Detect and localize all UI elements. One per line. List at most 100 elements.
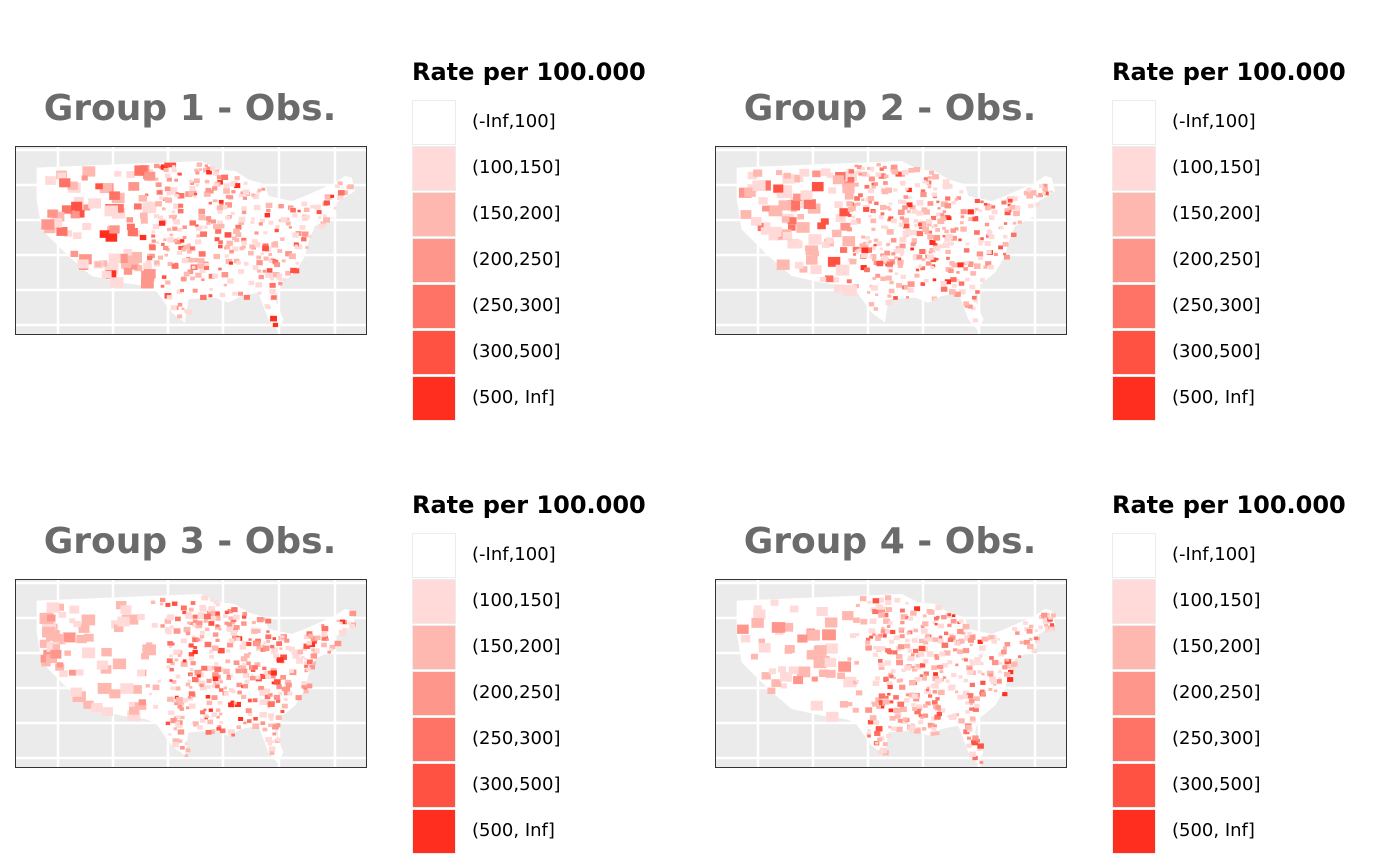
county-region [293,242,299,247]
county-region [270,670,277,676]
county-region [252,723,260,729]
county-region [94,261,102,268]
county-region [262,666,267,671]
county-region [256,190,260,194]
county-region [117,616,130,627]
county-region [903,285,908,289]
county-region [968,261,974,266]
county-region [280,217,288,223]
county-region [205,216,212,221]
county-region [192,614,198,619]
county-region [932,621,937,624]
county-region [176,194,180,198]
county-region [97,682,112,694]
county-region [976,251,984,257]
county-region [919,221,927,227]
county-region [922,180,926,184]
county-region [273,653,279,659]
county-region [977,639,983,644]
county-region [1029,190,1037,196]
county-region [160,624,165,628]
county-region [868,302,875,307]
county-region [866,732,872,737]
county-region [281,687,287,691]
county-region [211,729,216,733]
county-region [99,183,112,194]
county-region [781,216,790,223]
county-region [264,213,271,218]
county-region [1008,665,1016,671]
county-region [1007,665,1011,668]
county-region [768,668,777,675]
county-region [259,218,265,223]
county-region [880,204,887,210]
county-region [870,218,877,224]
county-region [931,665,938,670]
county-region [958,675,963,679]
county-region [223,188,230,194]
legend-label: (150,200] [1172,636,1261,657]
county-region [140,218,148,224]
county-region [903,195,908,199]
county-region [873,182,878,186]
legend-label: (300,500] [1172,341,1261,362]
county-region [903,717,908,721]
county-region [891,252,896,256]
county-region [853,680,858,685]
county-region [842,236,856,247]
county-region [819,277,827,282]
county-region [125,614,139,625]
county-region [932,683,939,689]
county-region [205,695,211,699]
county-region [266,630,270,633]
county-region [891,169,899,175]
county-region [262,645,270,652]
county-region [908,616,914,621]
county-region [203,713,208,718]
county-region [73,232,82,239]
county-region [927,185,932,189]
county-region [853,182,859,187]
county-region [868,176,875,182]
county-region [813,645,827,656]
county-region [217,700,223,705]
legend-key [412,717,456,762]
county-region [967,727,973,733]
county-region [974,198,980,203]
county-region [263,256,269,261]
county-region [176,723,183,729]
county-region [104,205,118,217]
county-region [242,611,248,616]
county-region [256,260,263,266]
county-region [900,182,906,186]
county-region [1010,232,1017,237]
county-region [924,688,931,694]
county-region [926,688,929,692]
county-region [906,296,909,299]
county-region [52,211,65,222]
county-region [257,291,262,295]
county-region [1005,658,1010,662]
county-region [264,694,271,699]
county-region [191,265,196,269]
county-region [1008,663,1012,667]
county-region [164,627,171,632]
county-region [846,227,852,232]
county-region [75,210,85,218]
county-region [181,697,188,703]
county-region [799,266,808,273]
county-region [871,227,876,231]
county-region [876,260,884,267]
county-region [262,269,267,273]
county-region [874,201,879,206]
county-region [134,203,142,210]
county-region [188,179,193,183]
county-region [912,648,919,654]
county-region [934,654,939,658]
county-region [868,200,872,204]
county-region [269,282,276,288]
county-region [145,684,150,688]
county-region [865,637,871,642]
county-region [889,715,896,721]
county-region [753,609,766,620]
